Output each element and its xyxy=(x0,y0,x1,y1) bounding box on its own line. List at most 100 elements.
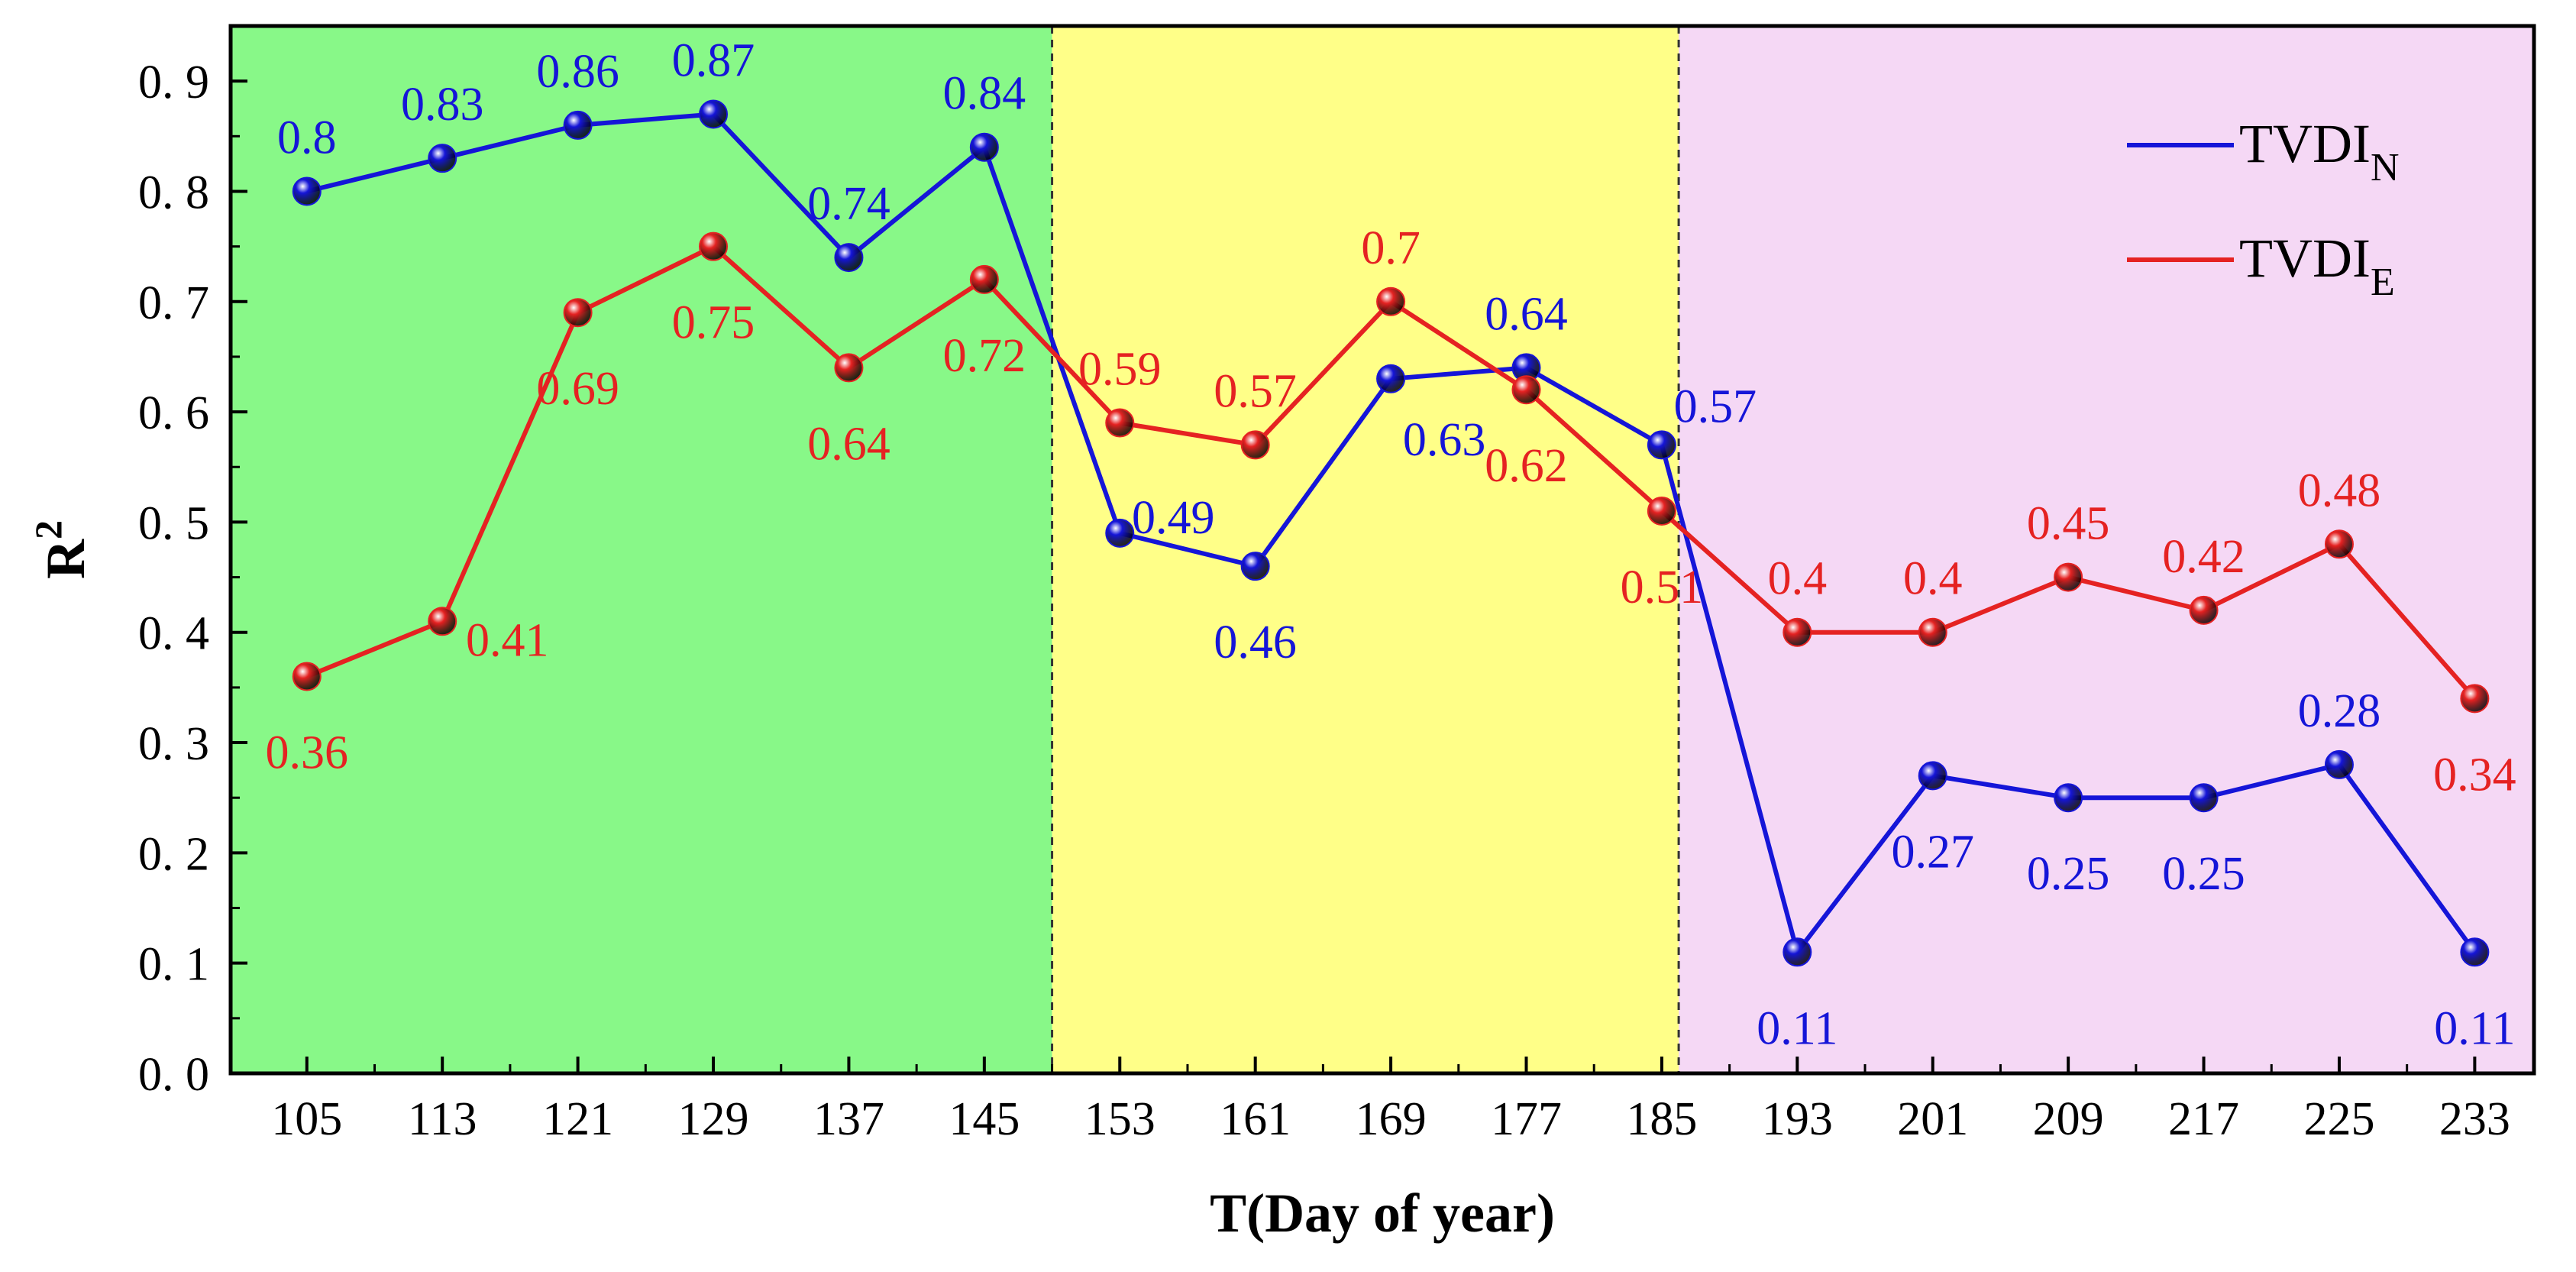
x-tick-label: 161 xyxy=(1220,1093,1291,1145)
data-label-E: 0.51 xyxy=(1621,562,1704,613)
data-point-N xyxy=(699,99,729,129)
data-label-N: 0.27 xyxy=(1891,826,1974,878)
x-tick-label: 177 xyxy=(1491,1093,1562,1145)
data-label-N: 0.87 xyxy=(672,34,755,86)
data-point-N xyxy=(1647,430,1676,460)
data-point-E xyxy=(1240,430,1270,460)
data-label-E: 0.4 xyxy=(1903,553,1963,605)
data-label-E: 0.59 xyxy=(1078,344,1162,396)
data-label-E: 0.4 xyxy=(1768,553,1828,605)
data-point-N xyxy=(2324,749,2354,779)
y-tick-label: 0. 7 xyxy=(138,277,209,329)
x-tick-label: 113 xyxy=(408,1093,477,1145)
data-point-N xyxy=(834,243,864,273)
y-tick-label: 0. 1 xyxy=(138,939,209,991)
data-point-E xyxy=(2054,562,2083,592)
data-point-N xyxy=(428,144,457,173)
x-tick-label: 121 xyxy=(542,1093,613,1145)
y-tick-label: 0. 8 xyxy=(138,167,209,218)
x-tick-label: 105 xyxy=(271,1093,342,1145)
data-label-N: 0.57 xyxy=(1674,380,1757,432)
data-label-N: 0.11 xyxy=(2434,1002,2515,1054)
data-point-N xyxy=(1783,937,1812,967)
data-point-N xyxy=(969,132,999,162)
data-point-E xyxy=(699,231,729,261)
data-label-N: 0.8 xyxy=(277,112,337,163)
region-2 xyxy=(1052,26,1679,1073)
data-label-E: 0.57 xyxy=(1214,365,1297,417)
x-tick-label: 145 xyxy=(949,1093,1020,1145)
data-label-N: 0.25 xyxy=(2027,848,2110,900)
data-label-N: 0.83 xyxy=(401,79,484,131)
x-tick-label: 129 xyxy=(678,1093,749,1145)
data-label-N: 0.86 xyxy=(536,46,619,98)
data-point-N xyxy=(1376,364,1406,393)
data-point-E xyxy=(2324,529,2354,559)
data-label-E: 0.36 xyxy=(266,727,349,778)
y-tick-label: 0. 0 xyxy=(138,1049,209,1101)
x-tick-label: 193 xyxy=(1762,1093,1833,1145)
region-1 xyxy=(231,26,1052,1073)
data-point-N xyxy=(2189,783,2219,813)
x-tick-label: 169 xyxy=(1356,1093,1427,1145)
data-label-N: 0.84 xyxy=(943,68,1026,120)
data-label-N: 0.49 xyxy=(1132,492,1215,544)
series-lines xyxy=(292,99,2490,967)
y-tick-label: 0. 6 xyxy=(138,387,209,439)
data-label-E: 0.34 xyxy=(2433,749,2516,801)
data-label-N: 0.46 xyxy=(1214,617,1297,668)
data-point-E xyxy=(563,298,593,328)
region-3 xyxy=(1679,26,2534,1073)
y-tick-label: 0. 5 xyxy=(138,497,209,549)
data-point-N xyxy=(1918,761,1947,791)
data-point-E xyxy=(428,607,457,636)
data-point-E xyxy=(834,353,864,383)
data-label-N: 0.25 xyxy=(2162,848,2245,900)
data-point-E xyxy=(1783,617,1812,647)
data-label-E: 0.48 xyxy=(2298,464,2381,516)
data-label-N: 0.64 xyxy=(1485,288,1568,340)
y-tick-label: 0. 4 xyxy=(138,608,209,660)
data-point-E xyxy=(2189,595,2219,625)
y-axis-title: R2 xyxy=(27,520,96,579)
data-label-E: 0.7 xyxy=(1361,222,1421,274)
background-regions xyxy=(231,26,2534,1073)
data-point-N xyxy=(292,176,322,206)
data-label-E: 0.62 xyxy=(1485,440,1568,492)
data-point-E xyxy=(1511,375,1541,405)
data-point-N xyxy=(563,110,593,140)
data-label-E: 0.41 xyxy=(466,614,549,666)
data-label-E: 0.69 xyxy=(536,363,619,415)
data-point-N xyxy=(2054,783,2083,813)
data-point-N xyxy=(1105,518,1135,548)
data-point-E xyxy=(2460,684,2490,714)
data-label-E: 0.75 xyxy=(672,297,755,349)
axis-ticks: 0. 0 0. 1 0. 2 0. 3 0. 4 0. 5 0. 6 0. 7 0. 8 0. 9… xyxy=(138,24,2510,1145)
x-tick-label: 209 xyxy=(2033,1093,2104,1145)
data-labels: 0.8 0.83 0.86 0.87 0.74 0.84 0.49 0.46 0.63 0.64 0… xyxy=(266,34,2516,1054)
data-point-N xyxy=(2460,937,2490,967)
data-label-E: 0.42 xyxy=(2162,531,2245,583)
data-label-N: 0.63 xyxy=(1403,414,1486,466)
data-point-E xyxy=(1647,496,1676,526)
data-point-E xyxy=(969,264,999,294)
x-tick-label: 153 xyxy=(1084,1093,1155,1145)
y-tick-label: 0. 9 xyxy=(138,57,209,108)
x-tick-label: 185 xyxy=(1626,1093,1697,1145)
data-point-E xyxy=(1918,617,1947,647)
x-axis-title: T(Day of year) xyxy=(1210,1183,1555,1244)
region-dividers xyxy=(1051,26,1680,1073)
y-tick-label: 0. 3 xyxy=(138,718,209,770)
data-point-E xyxy=(1105,408,1135,438)
data-label-E: 0.72 xyxy=(943,330,1026,382)
x-tick-label: 217 xyxy=(2168,1093,2239,1145)
data-label-N: 0.28 xyxy=(2298,685,2381,737)
y-tick-label: 0. 2 xyxy=(138,828,209,880)
x-tick-label: 225 xyxy=(2303,1093,2374,1145)
data-point-E xyxy=(1376,286,1406,316)
plot-frame xyxy=(228,24,2536,1076)
data-point-N xyxy=(1240,552,1270,581)
x-tick-label: 201 xyxy=(1897,1093,1968,1145)
data-point-E xyxy=(292,662,322,691)
